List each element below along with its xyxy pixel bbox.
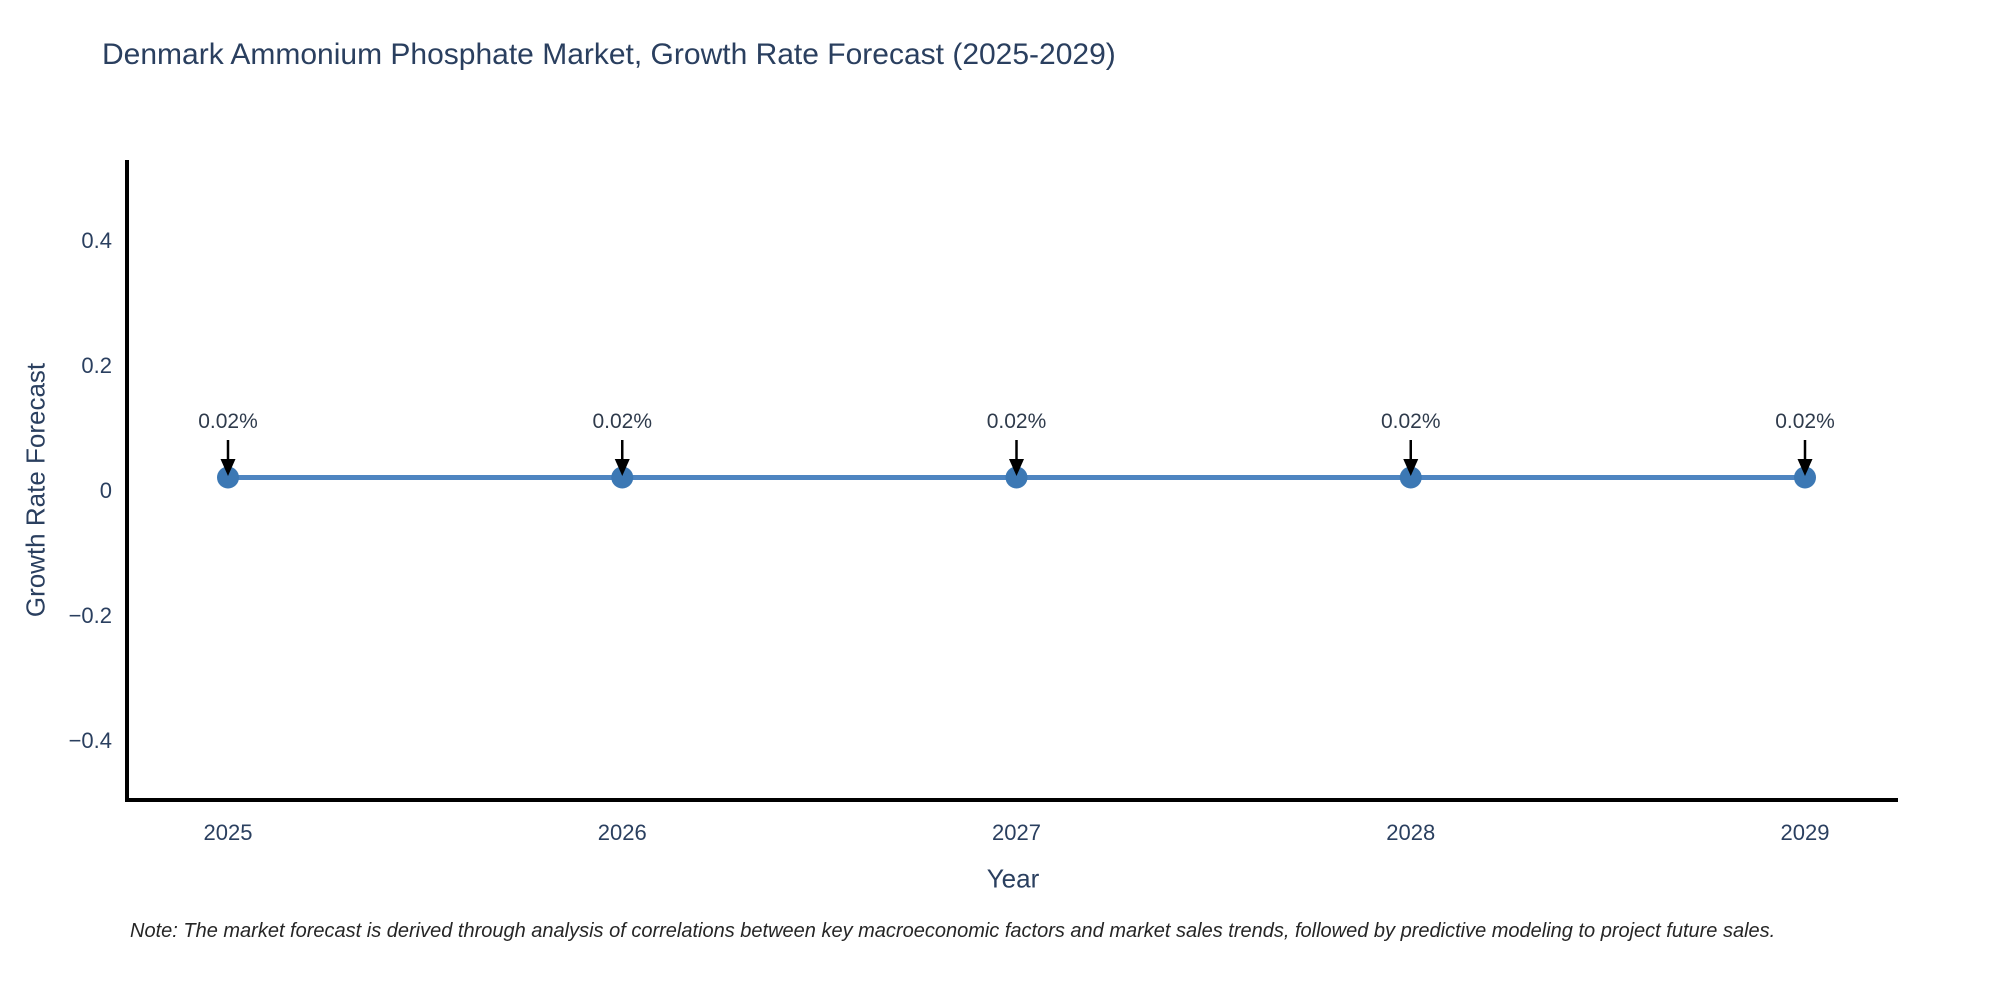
y-axis-title: Growth Rate Forecast <box>20 362 51 618</box>
x-tick-label: 2026 <box>598 820 647 845</box>
point-annotation-label: 0.02% <box>987 410 1047 433</box>
x-tick-label: 2027 <box>992 820 1041 845</box>
chart-title: Denmark Ammonium Phosphate Market, Growt… <box>102 38 1116 71</box>
point-annotation-label: 0.02% <box>592 410 652 433</box>
annotation-arrowhead-icon <box>1797 459 1813 476</box>
point-annotation-label: 0.02% <box>1775 410 1835 433</box>
x-tick-label: 2029 <box>1781 820 1830 845</box>
y-tick-label: −0.4 <box>69 728 112 753</box>
x-tick-label: 2028 <box>1386 820 1435 845</box>
y-tick-label: 0.2 <box>81 353 112 378</box>
x-tick-label: 2025 <box>204 820 253 845</box>
annotation-arrowhead-icon <box>614 459 630 476</box>
data-point-marker <box>611 466 634 489</box>
y-tick-label: 0.4 <box>81 228 112 253</box>
data-point-marker <box>217 466 239 489</box>
point-annotation-label: 0.02% <box>198 410 258 433</box>
point-annotation-label: 0.02% <box>1381 410 1441 433</box>
data-point-marker <box>1399 466 1422 489</box>
annotation-arrowhead-icon <box>1403 459 1419 476</box>
annotation-arrowhead-icon <box>1009 459 1024 476</box>
chart-note: Note: The market forecast is derived thr… <box>130 920 1776 942</box>
y-tick-label: −0.2 <box>69 603 112 628</box>
data-point-marker <box>1794 466 1816 489</box>
annotation-arrowhead-icon <box>220 459 236 476</box>
x-axis-title: Year <box>986 863 1040 894</box>
y-tick-label: 0 <box>100 478 112 503</box>
data-point-marker <box>1005 466 1028 489</box>
